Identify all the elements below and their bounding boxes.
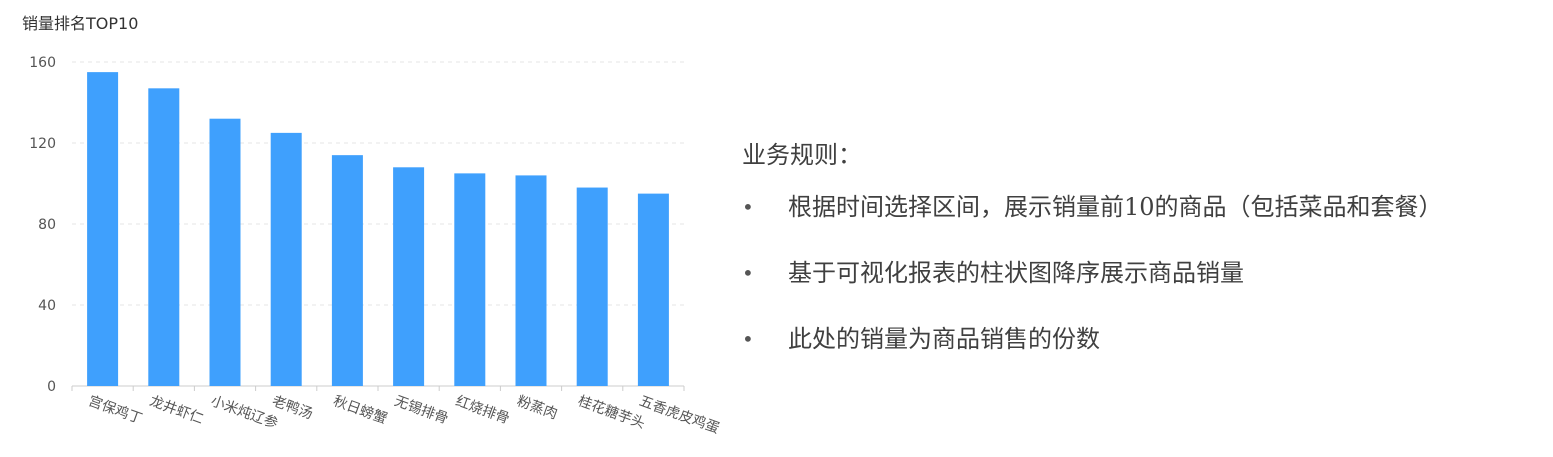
x-tick-label: 秋日螃蟹 bbox=[331, 392, 389, 427]
bullet-icon: • bbox=[742, 261, 754, 285]
x-tick-label: 桂花糖芋头 bbox=[576, 393, 647, 432]
bar bbox=[209, 118, 241, 386]
bar bbox=[148, 88, 180, 386]
y-tick-label: 80 bbox=[38, 217, 56, 233]
bar bbox=[515, 175, 547, 386]
rules-heading: 业务规则： bbox=[742, 141, 862, 169]
x-tick-label: 宫保鸡丁 bbox=[86, 392, 144, 427]
rules-list: • 根据时间选择区间，展示销量前10的商品（包括菜品和套餐） • 基于可视化报表… bbox=[742, 190, 1542, 356]
rule-item: • 根据时间选择区间，展示销量前10的商品（包括菜品和套餐） bbox=[742, 190, 1542, 224]
bar bbox=[331, 155, 363, 386]
bar bbox=[87, 72, 119, 386]
rule-text: 根据时间选择区间，展示销量前10的商品（包括菜品和套餐） bbox=[788, 193, 1443, 221]
y-tick-label: 160 bbox=[29, 55, 56, 71]
x-tick-label: 粉蒸肉 bbox=[515, 393, 560, 422]
bar bbox=[637, 193, 669, 386]
bar bbox=[393, 167, 425, 386]
chart-title: 销量排名TOP10 bbox=[22, 14, 139, 33]
rule-item: • 基于可视化报表的柱状图降序展示商品销量 bbox=[742, 256, 1542, 290]
y-tick-label: 0 bbox=[47, 379, 56, 395]
bar bbox=[576, 187, 608, 386]
rule-item: • 此处的销量为商品销售的份数 bbox=[742, 322, 1542, 356]
bar bbox=[270, 132, 302, 386]
bar-chart: 04080120160宫保鸡丁 龙井虾仁 小米炖辽参老鸭汤 秋日螃蟹 无锡排骨 红烧排骨粉… bbox=[29, 55, 722, 437]
x-tick-label: 五香虎皮鸡蛋 bbox=[637, 392, 722, 437]
x-tick-label: 红烧排骨 bbox=[453, 393, 511, 427]
y-tick-label: 40 bbox=[38, 298, 56, 314]
x-tick-label: 小米炖辽参 bbox=[209, 392, 281, 432]
bullet-icon: • bbox=[742, 327, 754, 351]
bar bbox=[454, 173, 486, 386]
bullet-icon: • bbox=[742, 195, 754, 219]
business-rules-panel: 业务规则： • 根据时间选择区间，展示销量前10的商品（包括菜品和套餐） • 基… bbox=[742, 138, 1542, 388]
rule-text: 此处的销量为商品销售的份数 bbox=[788, 325, 1100, 353]
x-tick-label: 龙井虾仁 bbox=[147, 393, 205, 427]
y-tick-label: 120 bbox=[29, 136, 56, 152]
rule-text: 基于可视化报表的柱状图降序展示商品销量 bbox=[788, 259, 1244, 287]
x-tick-label: 无锡排骨 bbox=[392, 393, 450, 427]
